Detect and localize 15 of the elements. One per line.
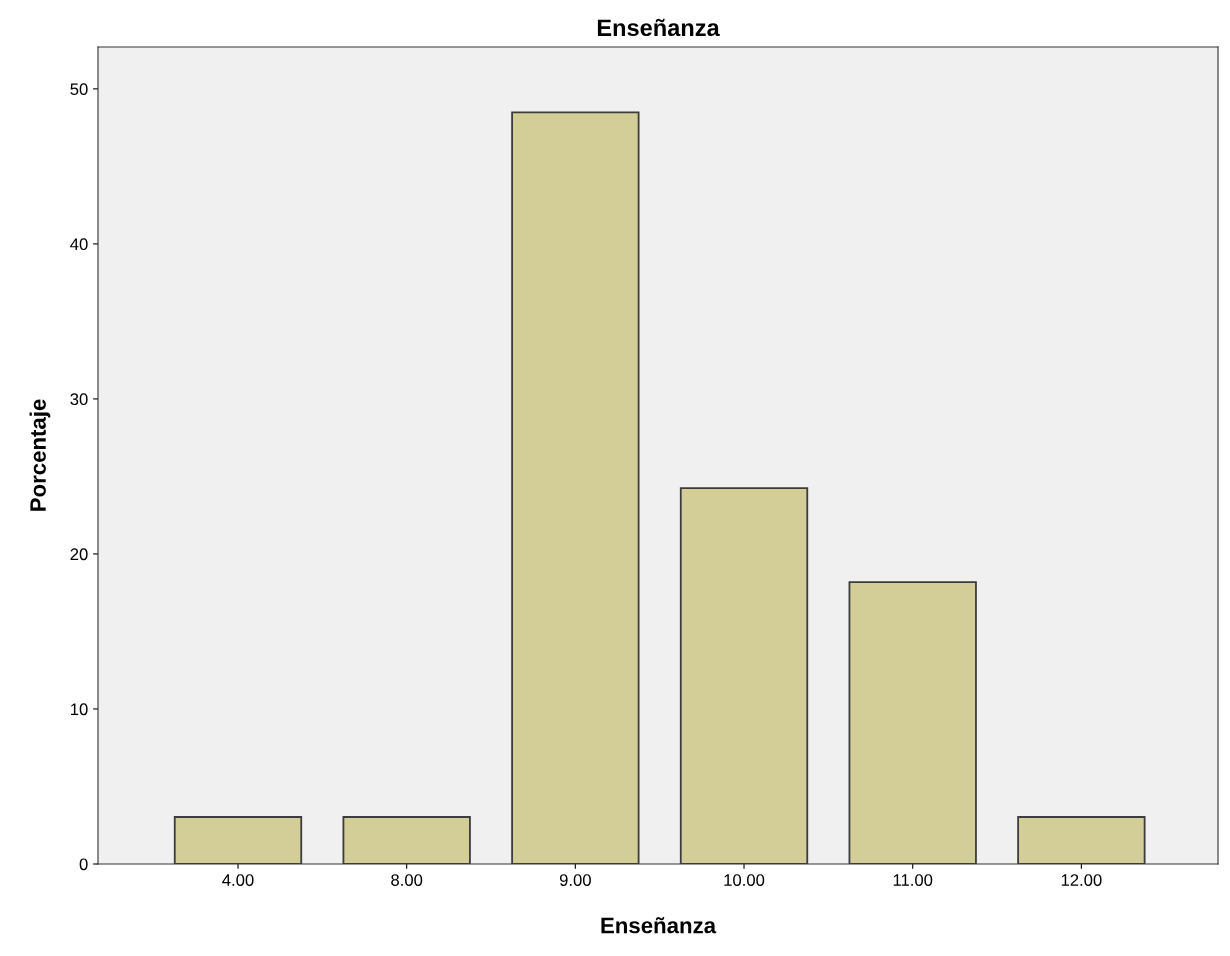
y-tick-label: 10: [71, 703, 88, 716]
x-tick-label: 8.00: [391, 874, 423, 886]
y-axis-title: Porcentaje: [29, 399, 51, 511]
y-tick-label: 0: [79, 858, 88, 871]
x-tick-label: 11.00: [893, 874, 933, 886]
chart-title: Enseñanza: [597, 18, 720, 37]
x-tick-label: 4.00: [222, 874, 254, 886]
y-tick-label: 50: [70, 83, 88, 96]
y-tick-label: 30: [70, 393, 88, 406]
x-axis-title: Enseñanza: [601, 917, 717, 934]
x-tick-label: 12.00: [1061, 874, 1102, 886]
y-tick-label: 40: [70, 238, 88, 251]
x-tick-label: 10.00: [724, 874, 765, 886]
y-tick-label: 20: [70, 548, 88, 561]
x-tick-label: 9.00: [559, 874, 591, 886]
